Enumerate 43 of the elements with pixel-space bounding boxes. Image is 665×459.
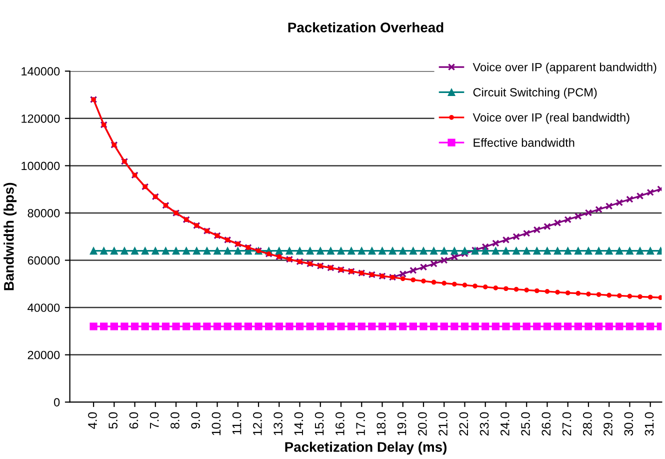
x-tick-label: 26.0 xyxy=(542,412,551,436)
x-tick-label: 7.0 xyxy=(150,412,159,429)
y-tick-label: 120000 xyxy=(22,114,60,123)
x-tick-label: 15.0 xyxy=(314,412,324,436)
x-tick-label: 23.0 xyxy=(480,412,489,436)
x-tick-label: 10.0 xyxy=(212,412,221,436)
x-tick-label: 14.0 xyxy=(294,412,304,436)
x-tick-label: 29.0 xyxy=(604,412,612,436)
x-tick-label: 18.0 xyxy=(376,412,386,436)
x-tick-label: 12.0 xyxy=(253,412,262,436)
x-tick-label: 17.0 xyxy=(356,412,365,436)
chart-title: Packetization Overhead xyxy=(288,22,444,32)
y-axis-title: Bandwidth (bps) xyxy=(4,182,17,290)
x-tick-label: 30.0 xyxy=(624,412,634,436)
legend-label: Circuit Switching (PCM) xyxy=(473,88,597,99)
y-tick-label: 20000 xyxy=(28,350,60,360)
x-tick-label: 13.0 xyxy=(274,412,282,436)
x-tick-label: 21.0 xyxy=(438,412,448,436)
legend-label: Voice over IP (real bandwidth) xyxy=(472,112,630,124)
x-tick-label: 11.0 xyxy=(232,412,242,434)
y-tick-label: 80000 xyxy=(28,209,60,218)
x-tick-label: 24.0 xyxy=(500,412,510,436)
x-tick-label: 5.0 xyxy=(108,412,118,429)
x-tick-label: 8.0 xyxy=(170,412,180,429)
x-tick-label: 16.0 xyxy=(336,412,344,436)
x-tick-label: 4.0 xyxy=(88,412,97,429)
y-tick-label: 100000 xyxy=(22,162,60,170)
x-axis-title: Packetization Delay (ms) xyxy=(285,442,446,455)
x-tick-label: 27.0 xyxy=(562,412,572,436)
x-tick-label: 20.0 xyxy=(418,412,427,436)
x-tick-label: 25.0 xyxy=(521,412,530,436)
y-tick-label: 60000 xyxy=(28,256,60,265)
y-tick-label: 0 xyxy=(54,398,60,406)
x-tick-label: 28.0 xyxy=(582,412,592,436)
y-tick-label: 40000 xyxy=(28,304,60,312)
x-tick-label: 9.0 xyxy=(191,412,200,429)
x-tick-label: 6.0 xyxy=(129,412,138,429)
legend-label: Voice over IP (apparent bandwidth) xyxy=(472,62,656,74)
x-tick-label: 22.0 xyxy=(459,412,468,436)
legend-label: Effective bandwidth xyxy=(474,138,574,147)
x-tick-label: 31.0 xyxy=(644,412,654,436)
x-tick-label: 19.0 xyxy=(397,412,406,436)
y-tick-label: 140000 xyxy=(22,67,60,76)
